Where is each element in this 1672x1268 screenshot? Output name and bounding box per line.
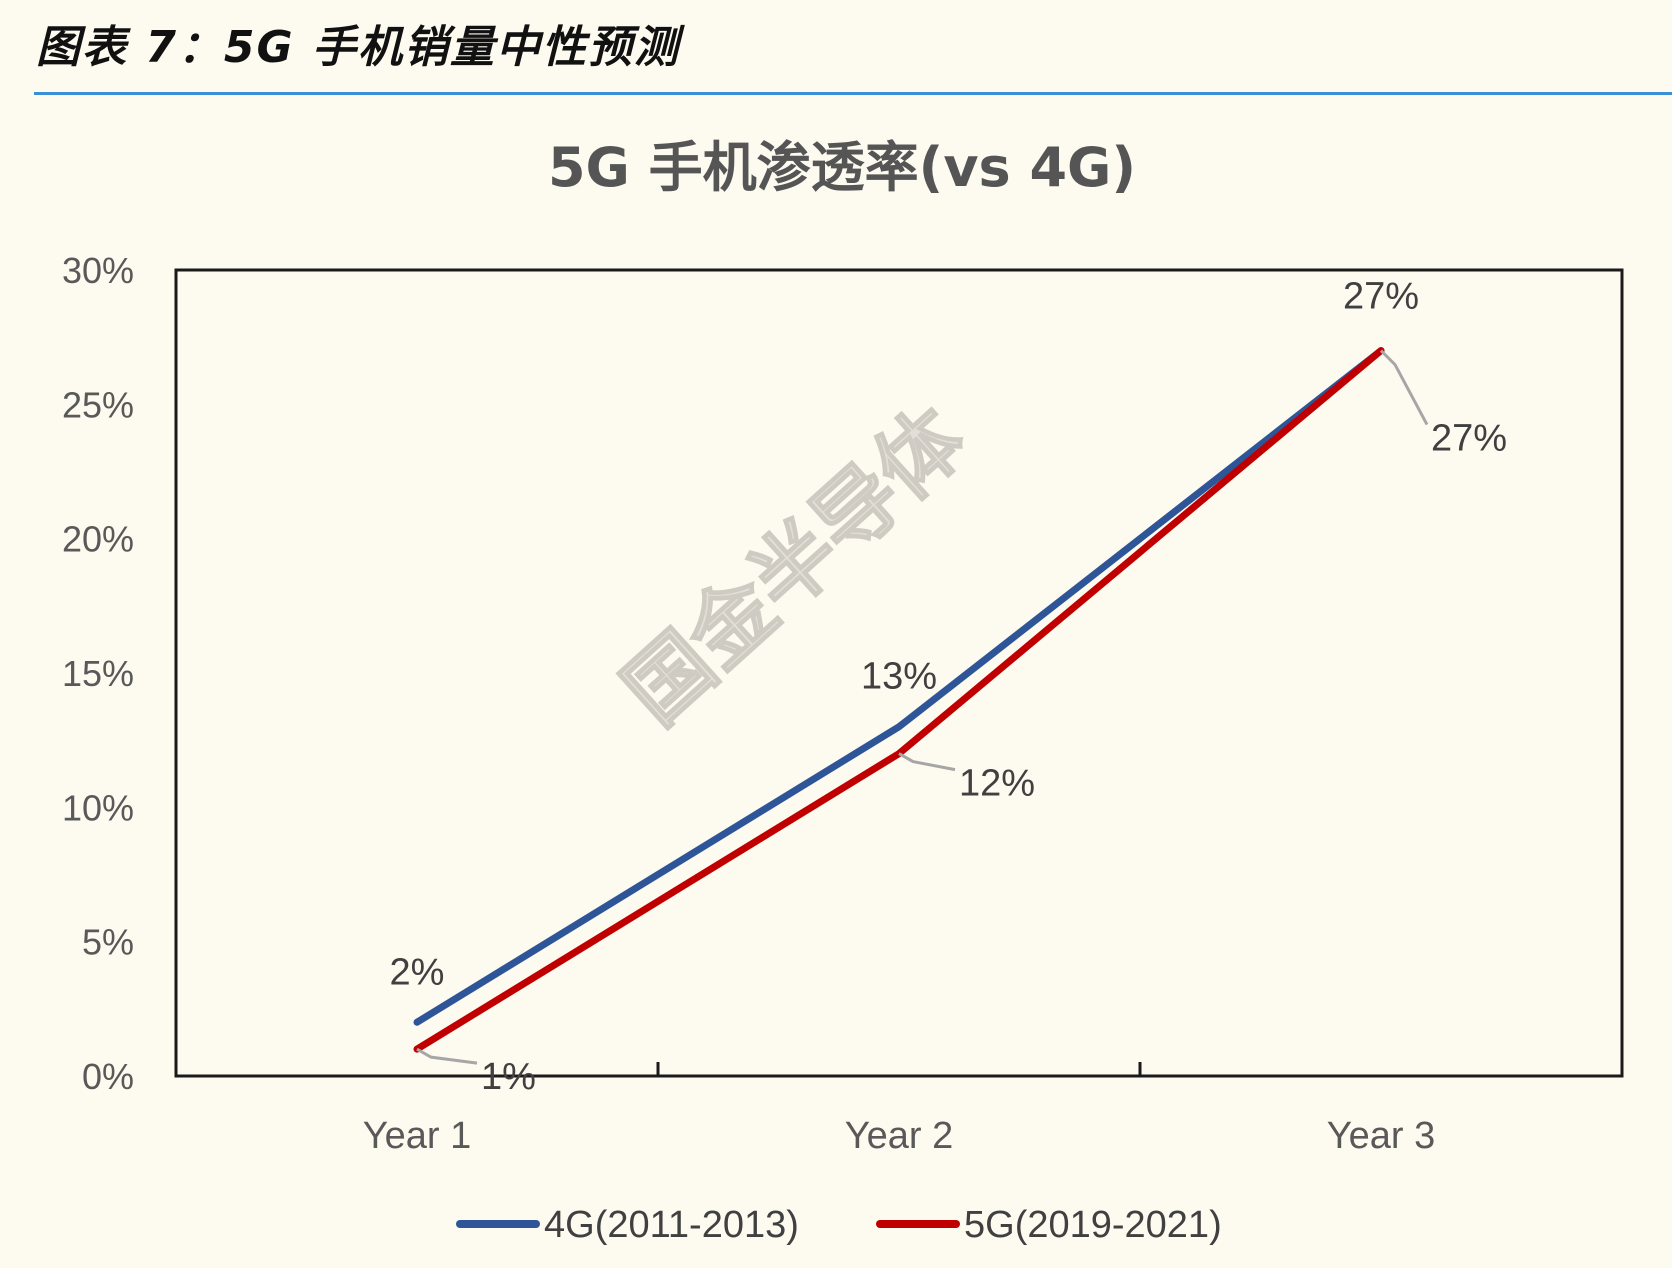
figure-caption: 图表 7：5G 手机销量中性预测	[36, 22, 680, 73]
y-tick-label: 0%	[82, 1056, 134, 1097]
chart-title: 5G 手机渗透率(vs 4G)	[548, 136, 1136, 199]
y-tick-label: 10%	[62, 787, 134, 828]
data-label-5g: 1%	[481, 1056, 536, 1098]
data-labels: 2% 13% 27% 1% 12% 27%	[390, 276, 1508, 1099]
x-category-label: Year 2	[845, 1115, 953, 1157]
data-label-4g: 13%	[861, 656, 937, 698]
y-tick-label: 25%	[62, 384, 134, 425]
y-tick-label: 15%	[62, 653, 134, 694]
legend-label: 4G(2011-2013)	[544, 1204, 799, 1246]
data-label-4g: 27%	[1343, 276, 1419, 318]
y-tick-label: 5%	[82, 922, 134, 963]
x-category-label: Year 3	[1327, 1115, 1435, 1157]
plot-area-border	[174, 268, 1624, 1078]
data-label-5g: 27%	[1431, 418, 1507, 460]
data-label-4g: 2%	[390, 951, 445, 993]
data-label-leader	[416, 1047, 478, 1065]
data-label-leader	[898, 752, 956, 772]
y-tick-label: 20%	[62, 519, 134, 560]
series-line-4g	[413, 347, 1385, 1026]
caption-rule	[34, 92, 1672, 95]
y-tick-label: 30%	[62, 250, 134, 291]
y-axis-ticks: 0% 5% 10% 15% 20% 25% 30%	[62, 250, 134, 1097]
data-label-leader	[1379, 349, 1429, 426]
x-axis: Year 1 Year 2 Year 3	[363, 1062, 1435, 1157]
legend: 4G(2011-2013) 5G(2019-2021)	[456, 1204, 1222, 1246]
x-category-label: Year 1	[363, 1115, 471, 1157]
data-label-5g: 12%	[959, 763, 1035, 805]
legend-label: 5G(2019-2021)	[964, 1204, 1222, 1246]
